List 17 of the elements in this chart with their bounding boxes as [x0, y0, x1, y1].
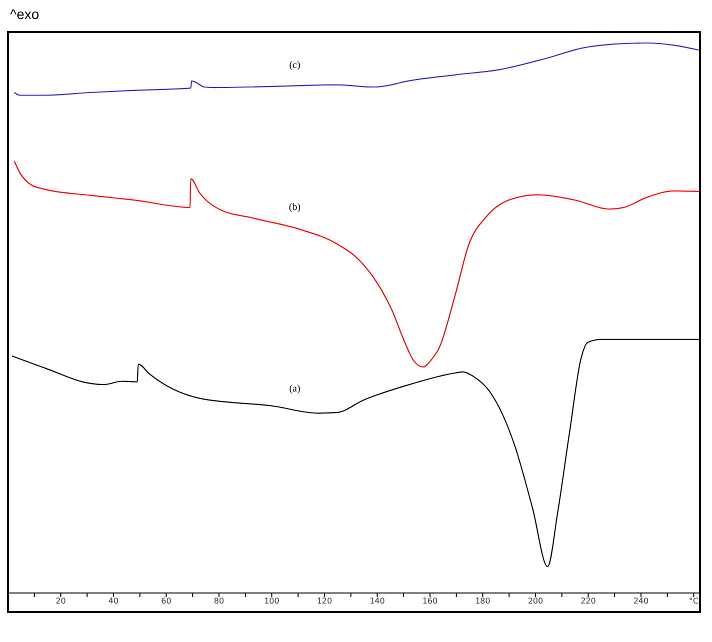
- x-tick-label: 120: [316, 596, 332, 606]
- series-label: (b): [288, 202, 301, 214]
- x-tick-label: °C: [688, 596, 699, 606]
- x-tick-label: 40: [108, 596, 119, 606]
- x-tick-label: 80: [214, 596, 224, 606]
- x-tick-label: 200: [528, 596, 544, 606]
- y-axis-title: ^exo: [10, 6, 40, 22]
- x-tick-label: 160: [422, 596, 438, 606]
- x-tick-label: 60: [161, 596, 172, 606]
- x-tick-label: 100: [264, 596, 280, 606]
- x-tick-label: 180: [475, 596, 490, 606]
- x-tick-label: 140: [370, 596, 385, 606]
- x-tick-label: 240: [633, 596, 649, 606]
- x-tick-label: 20: [56, 596, 66, 606]
- series-label: (a): [289, 383, 300, 394]
- x-tick-label: 220: [580, 596, 596, 606]
- series-label: (c): [289, 60, 300, 71]
